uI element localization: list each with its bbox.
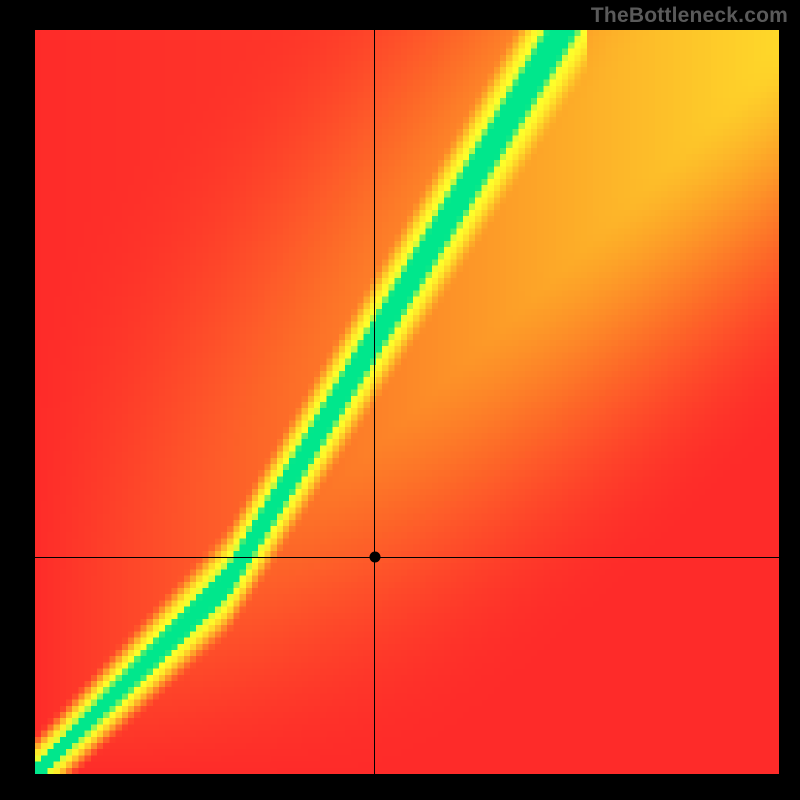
bottleneck-heatmap [35, 30, 779, 774]
chart-container: TheBottleneck.com [0, 0, 800, 800]
watermark-text: TheBottleneck.com [591, 4, 788, 28]
crosshair-vertical [374, 30, 375, 774]
crosshair-horizontal [35, 557, 779, 558]
crosshair-marker [369, 552, 380, 563]
